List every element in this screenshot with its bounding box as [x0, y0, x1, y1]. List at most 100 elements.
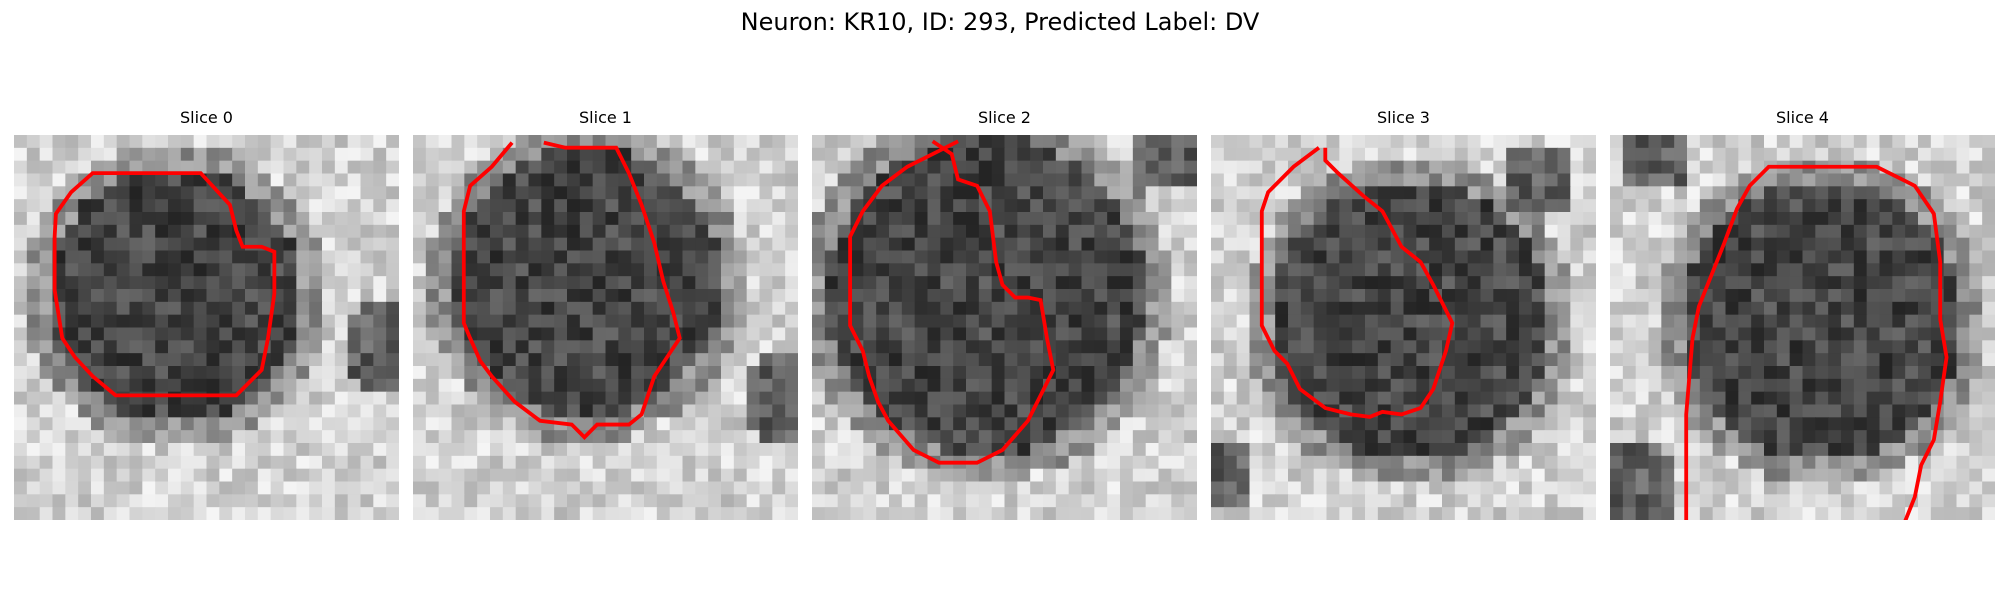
image-pixel [1262, 212, 1276, 226]
image-pixel [1674, 224, 1688, 239]
image-pixel [39, 378, 54, 393]
image-pixel [1879, 199, 1893, 213]
image-pixel [1429, 455, 1443, 470]
image-pixel [1956, 224, 1970, 239]
image-pixel [116, 430, 131, 444]
image-pixel [232, 417, 246, 431]
image-pixel [1544, 147, 1559, 162]
image-pixel [1506, 314, 1520, 329]
image-pixel [116, 289, 131, 303]
image-pixel [1249, 366, 1263, 380]
image-pixel [1493, 378, 1507, 393]
image-pixel [567, 160, 581, 175]
image-pixel [1531, 301, 1546, 316]
image-pixel [1120, 378, 1134, 393]
image-pixel [927, 340, 941, 354]
image-pixel [1171, 237, 1185, 252]
image-pixel [425, 417, 440, 431]
image-pixel [656, 468, 671, 483]
image-pixel [1442, 481, 1456, 495]
image-pixel [1107, 468, 1121, 483]
image-pixel [1055, 224, 1070, 239]
image-pixel [772, 237, 786, 252]
image-pixel [927, 314, 941, 329]
image-pixel [296, 366, 310, 380]
image-pixel [721, 212, 735, 226]
image-pixel [168, 224, 182, 239]
image-pixel [991, 391, 1006, 406]
image-pixel [1930, 455, 1945, 470]
image-pixel [721, 263, 735, 277]
image-pixel [129, 173, 143, 187]
image-pixel [1570, 237, 1584, 252]
image-pixel [876, 494, 890, 508]
image-pixel [1506, 391, 1520, 406]
image-pixel [785, 378, 798, 393]
image-pixel [669, 353, 684, 367]
image-pixel [1557, 186, 1571, 200]
image-pixel [451, 391, 465, 406]
image-pixel [91, 353, 105, 367]
image-pixel [966, 301, 980, 316]
image-pixel [347, 263, 362, 277]
image-pixel [1211, 263, 1225, 277]
image-pixel [1262, 443, 1276, 457]
image-pixel [579, 378, 594, 393]
image-pixel [129, 276, 143, 290]
image-pixel [1815, 494, 1829, 508]
image-pixel [592, 212, 607, 226]
image-pixel [1841, 135, 1855, 149]
image-pixel [1158, 353, 1172, 367]
image-pixel [180, 224, 195, 239]
image-pixel [1969, 160, 1983, 175]
image-pixel [1365, 340, 1379, 354]
image-pixel [283, 147, 297, 162]
image-pixel [837, 314, 852, 329]
image-pixel [65, 314, 79, 329]
image-pixel [618, 340, 632, 354]
image-pixel [168, 366, 182, 380]
image-pixel [901, 263, 916, 277]
slice-panel-0: Slice 0 [14, 108, 399, 520]
image-pixel [785, 327, 798, 341]
image-pixel [901, 327, 916, 341]
image-pixel [296, 224, 310, 239]
image-pixel [1828, 237, 1842, 252]
image-pixel [1004, 417, 1018, 431]
image-pixel [554, 391, 568, 406]
image-pixel [65, 430, 79, 444]
image-pixel [1674, 391, 1688, 406]
image-pixel [1339, 481, 1353, 495]
image-pixel [91, 237, 105, 252]
image-pixel [1853, 186, 1868, 200]
image-pixel [850, 404, 864, 418]
image-pixel [1712, 443, 1727, 457]
image-pixel [644, 494, 658, 508]
image-pixel [373, 224, 387, 239]
image-pixel [1969, 417, 1983, 431]
image-pixel [863, 301, 877, 316]
image-pixel [1416, 135, 1430, 149]
image-pixel [733, 186, 748, 200]
image-pixel [245, 404, 259, 418]
image-pixel [1377, 250, 1392, 264]
image-pixel [953, 366, 967, 380]
image-pixel [309, 494, 323, 508]
image-pixel [373, 391, 387, 406]
image-pixel [347, 468, 362, 483]
image-pixel [1081, 212, 1095, 226]
image-pixel [1815, 135, 1829, 149]
image-pixel [1145, 301, 1160, 316]
image-pixel [1519, 366, 1533, 380]
image-pixel [334, 455, 349, 470]
image-pixel [142, 263, 156, 277]
image-pixel [116, 160, 131, 175]
image-pixel [1068, 391, 1083, 406]
image-pixel [309, 186, 323, 200]
image-pixel [206, 340, 220, 354]
image-pixel [837, 186, 852, 200]
image-pixel [1519, 507, 1533, 520]
image-pixel [1454, 494, 1469, 508]
image-pixel [605, 301, 619, 316]
image-pixel [257, 468, 272, 483]
